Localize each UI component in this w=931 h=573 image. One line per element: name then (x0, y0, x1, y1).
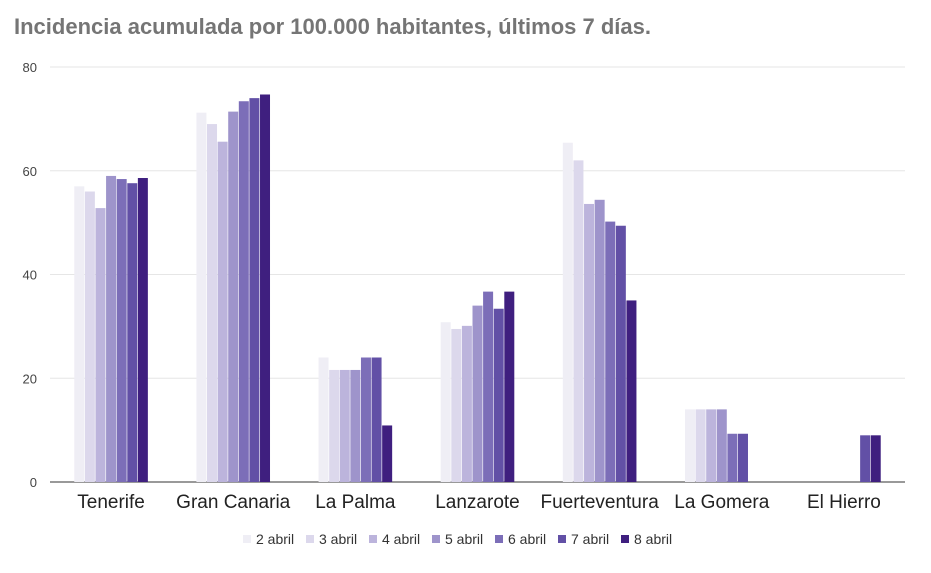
bar (605, 221, 616, 482)
bar (626, 300, 637, 482)
y-tick-label: 0 (30, 475, 37, 490)
legend-label: 3 abril (319, 531, 357, 547)
y-tick-label: 80 (23, 60, 37, 75)
bar (207, 124, 218, 482)
bar (483, 291, 494, 482)
legend-swatch (369, 535, 377, 543)
bar (440, 322, 451, 482)
bar (493, 308, 504, 482)
bar (615, 225, 626, 483)
category-label: Tenerife (77, 492, 145, 513)
bar (727, 433, 738, 482)
bar (329, 369, 340, 482)
y-tick-label: 60 (23, 164, 37, 179)
legend-label: 8 abril (634, 531, 672, 547)
legend-swatch (432, 535, 440, 543)
bar (249, 98, 260, 482)
bar (504, 291, 515, 482)
legend-label: 5 abril (445, 531, 483, 547)
legend-label: 6 abril (508, 531, 546, 547)
bar (695, 409, 706, 482)
bar (451, 328, 462, 482)
legend-swatch (558, 535, 566, 543)
bar (860, 435, 871, 482)
bar (350, 369, 361, 482)
legend-label: 7 abril (571, 531, 609, 547)
bar (684, 409, 695, 482)
bar (360, 357, 371, 482)
legend-label: 2 abril (256, 531, 294, 547)
bar (217, 141, 228, 482)
category-label: La Gomera (674, 492, 769, 513)
category-labels: Tenerife Gran Canaria La Palma Lanzarote Fue… (77, 492, 881, 513)
bar (116, 179, 127, 483)
category-label: La Palma (315, 492, 396, 513)
bar (461, 325, 472, 482)
bar (95, 208, 106, 482)
bar (562, 142, 573, 483)
bar (127, 183, 138, 482)
bar (870, 435, 881, 482)
bar (260, 94, 271, 483)
bar (594, 199, 605, 483)
bar (74, 186, 85, 482)
bar (706, 409, 717, 482)
bar (196, 112, 207, 483)
legend-swatch (306, 535, 314, 543)
bar (737, 433, 748, 482)
category-label: Lanzarote (435, 492, 520, 513)
legend-label: 4 abril (382, 531, 420, 547)
bar (84, 191, 95, 482)
category-label: Fuerteventura (540, 492, 659, 513)
bar (106, 175, 117, 482)
bar (472, 305, 483, 482)
bar (573, 160, 584, 482)
bar (716, 409, 727, 482)
bar (339, 369, 350, 482)
bar (371, 357, 382, 482)
bars (74, 94, 881, 483)
category-label: El Hierro (807, 492, 881, 513)
bar (318, 357, 329, 482)
bar (584, 203, 595, 482)
category-label: Gran Canaria (176, 492, 290, 513)
bar (238, 101, 249, 483)
y-tick-label: 40 (23, 268, 37, 283)
y-axis-ticks: 0 20 40 60 80 (23, 60, 37, 490)
legend: 2 abril 3 abril 4 abril 5 abril 6 abril 7 abr… (243, 531, 672, 547)
legend-swatch (621, 535, 629, 543)
legend-swatch (495, 535, 503, 543)
legend-swatch (243, 535, 251, 543)
y-tick-label: 20 (23, 371, 37, 386)
bar (137, 178, 148, 482)
bar (228, 111, 239, 483)
bar (382, 425, 393, 482)
chart-title: Incidencia acumulada por 100.000 habitan… (14, 14, 652, 39)
